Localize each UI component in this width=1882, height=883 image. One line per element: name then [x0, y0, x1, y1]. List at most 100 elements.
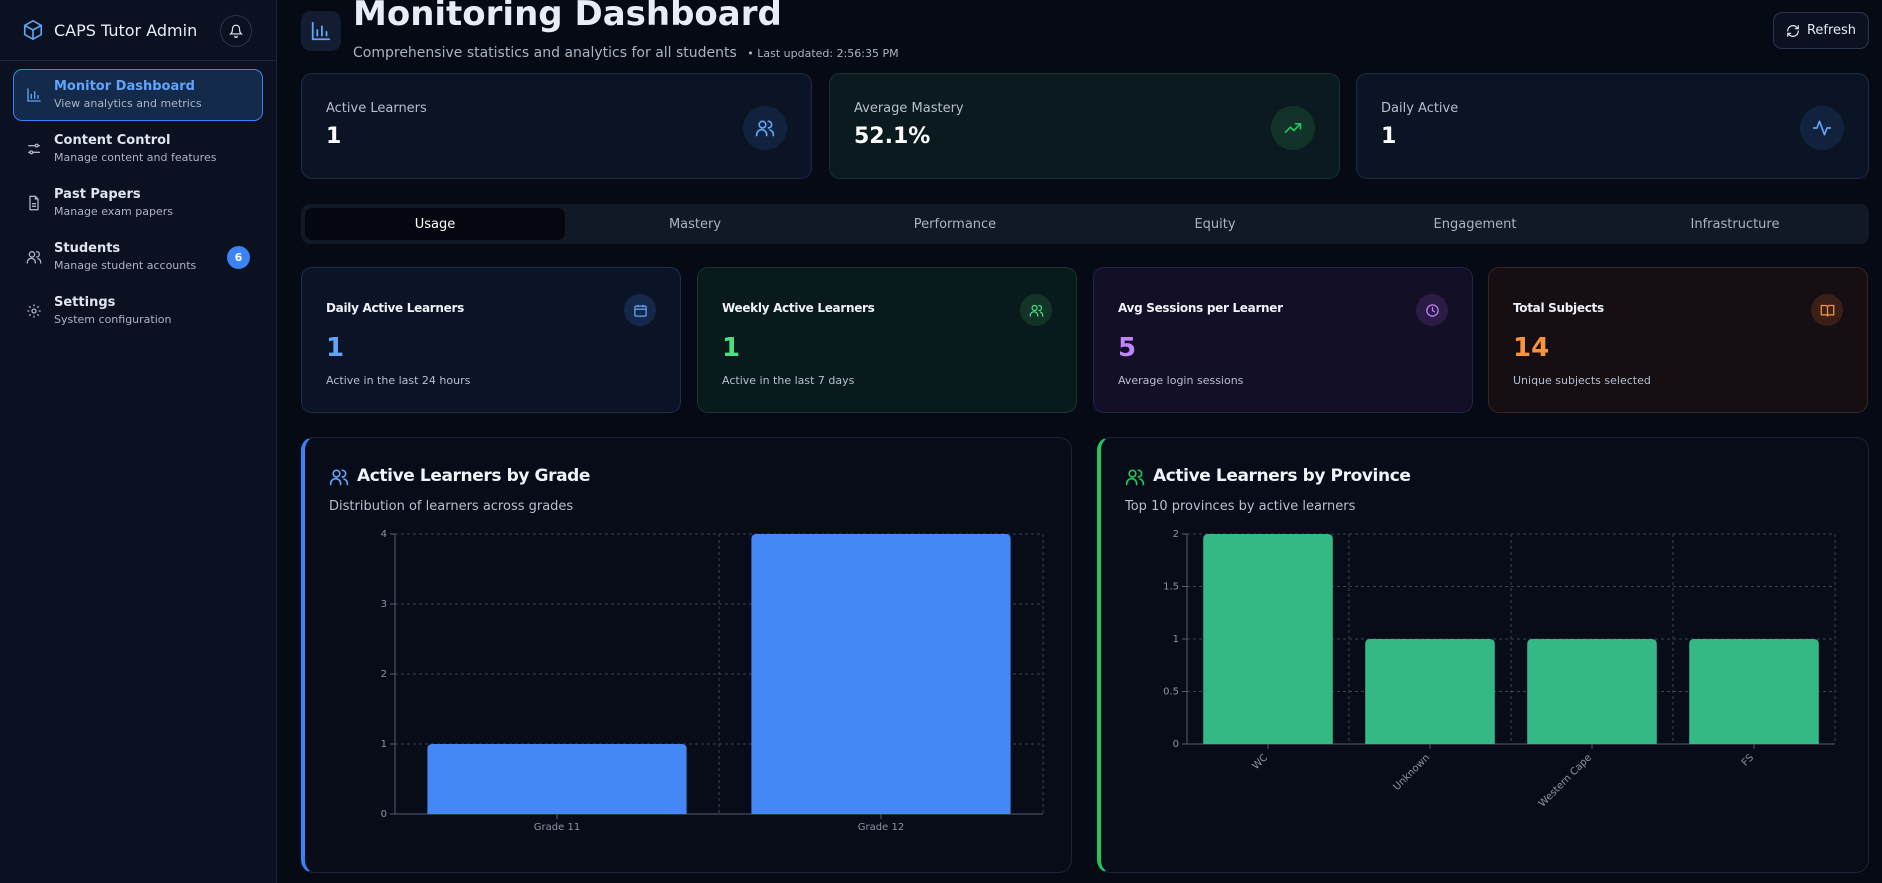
kpi-value: 1 — [1381, 124, 1397, 149]
x-tick-label: WC — [1250, 752, 1270, 772]
bar — [427, 744, 687, 814]
metric-subtext: Active in the last 24 hours — [326, 374, 471, 387]
x-tick-label: Grade 12 — [858, 822, 904, 833]
tab-engagement[interactable]: Engagement — [1433, 216, 1517, 232]
metric-daily-active-learners: Daily Active Learners 1 Active in the la… — [301, 267, 681, 413]
panel-title: Active Learners by Province — [1153, 466, 1411, 486]
metric-avg-sessions: Avg Sessions per Learner 5 Average login… — [1093, 267, 1473, 413]
sliders-icon — [28, 143, 40, 155]
sidebar-item-sublabel: Manage exam papers — [54, 205, 173, 218]
users-icon — [329, 469, 349, 486]
metric-label: Daily Active Learners — [326, 301, 464, 315]
kpi-label: Active Learners — [326, 101, 427, 116]
users-icon — [1125, 469, 1145, 486]
panel-title: Active Learners by Grade — [357, 466, 591, 486]
sidebar-nav: Monitor Dashboard View analytics and met… — [0, 61, 276, 347]
metric-weekly-active-learners: Weekly Active Learners 1 Active in the l… — [697, 267, 1077, 413]
sidebar-item-settings[interactable]: Settings System configuration — [13, 285, 263, 337]
y-tick-label: 0 — [1173, 739, 1179, 750]
brand: CAPS Tutor Admin — [0, 0, 276, 61]
y-tick-label: 1.5 — [1163, 582, 1179, 593]
metric-label: Weekly Active Learners — [722, 301, 875, 315]
bar — [1689, 639, 1819, 744]
subtitle-text: Comprehensive statistics and analytics f… — [353, 45, 737, 61]
bar-chart-icon — [27, 88, 41, 102]
sidebar-item-label: Past Papers — [54, 187, 141, 202]
kpi-value: 1 — [326, 124, 342, 149]
tab-mastery[interactable]: Mastery — [668, 216, 722, 232]
y-tick-label: 2 — [1173, 529, 1179, 540]
kpi-active-learners: Active Learners 1 — [301, 73, 812, 179]
tab-usage[interactable]: Usage — [305, 208, 565, 240]
kpi-label: Daily Active — [1381, 101, 1459, 116]
grade-bar-chart: 0 1 2 3 4 Grade 11 Grade 12 — [381, 529, 1044, 833]
metric-subtext: Active in the last 7 days — [722, 374, 855, 387]
notifications-button[interactable] — [220, 15, 252, 47]
metric-value: 1 — [326, 333, 345, 363]
app-title: CAPS Tutor Admin — [54, 20, 198, 40]
dashboard-header-icon — [301, 11, 341, 51]
clock-icon — [1416, 294, 1448, 326]
page-title: Monitoring Dashboard — [353, 0, 782, 34]
users-icon — [26, 251, 42, 264]
calendar-icon — [624, 294, 656, 326]
metric-label: Total Subjects — [1513, 301, 1604, 315]
metric-subtext: Unique subjects selected — [1513, 374, 1651, 387]
tab-infrastructure[interactable]: Infrastructure — [1690, 216, 1780, 232]
page-subtitle: Comprehensive statistics and analytics f… — [353, 45, 899, 61]
sidebar-item-monitor-dashboard[interactable]: Monitor Dashboard View analytics and met… — [13, 69, 263, 121]
metric-value: 14 — [1513, 333, 1550, 363]
tab-performance[interactable]: Performance — [913, 216, 997, 232]
sidebar-item-label: Content Control — [54, 133, 171, 148]
y-tick-label: 2 — [381, 669, 387, 680]
x-tick-label: Unknown — [1392, 752, 1433, 793]
bar — [751, 534, 1011, 814]
kpi-average-mastery: Average Mastery 52.1% — [829, 73, 1340, 179]
metric-label: Avg Sessions per Learner — [1118, 301, 1283, 315]
bar — [1527, 639, 1657, 744]
dashboard-tabs: Usage Mastery Performance Equity Engagem… — [301, 204, 1869, 244]
gear-icon — [27, 304, 41, 318]
sidebar-item-sublabel: Manage content and features — [54, 151, 217, 164]
bar-chart-icon — [311, 21, 331, 41]
bar — [1365, 639, 1495, 744]
refresh-button[interactable]: Refresh — [1773, 12, 1869, 49]
trending-up-icon — [1271, 106, 1315, 150]
sidebar-item-sublabel: Manage student accounts — [54, 259, 197, 272]
sidebar: CAPS Tutor Admin Monitor Dashboard View … — [0, 0, 277, 883]
kpi-daily-active: Daily Active 1 — [1356, 73, 1869, 179]
sidebar-item-sublabel: System configuration — [54, 313, 172, 326]
panel-subtitle: Distribution of learners across grades — [329, 499, 574, 514]
grade-chart-panel: Active Learners by Grade Distribution of… — [301, 437, 1072, 873]
sidebar-item-past-papers[interactable]: Past Papers Manage exam papers — [13, 177, 263, 229]
activity-icon — [1800, 106, 1844, 150]
province-bar-chart: 0 0.5 1 1.5 2 WC Unknown Western Cape FS — [1163, 529, 1836, 809]
refresh-label: Refresh — [1806, 23, 1857, 38]
sidebar-item-label: Students — [54, 241, 121, 256]
sidebar-item-sublabel: View analytics and metrics — [54, 97, 202, 110]
y-tick-label: 3 — [381, 599, 387, 610]
file-text-icon — [29, 195, 39, 211]
x-tick-label: FS — [1740, 752, 1756, 768]
y-tick-label: 4 — [381, 529, 387, 540]
metric-value: 5 — [1118, 333, 1137, 363]
metric-subtext: Average login sessions — [1118, 374, 1244, 387]
users-icon — [743, 106, 787, 150]
cube-icon — [23, 20, 43, 40]
users-icon — [1020, 294, 1052, 326]
sidebar-item-label: Settings — [54, 295, 116, 310]
y-tick-label: 0 — [381, 809, 387, 820]
students-count-badge: 6 — [227, 246, 250, 269]
metric-total-subjects: Total Subjects 14 Unique subjects select… — [1488, 267, 1868, 413]
x-tick-label: Grade 11 — [534, 822, 580, 833]
y-tick-label: 1 — [381, 739, 387, 750]
sidebar-item-label: Monitor Dashboard — [54, 79, 195, 94]
book-icon — [1811, 294, 1843, 326]
tab-equity[interactable]: Equity — [1194, 216, 1236, 232]
bell-icon — [229, 24, 243, 38]
sidebar-item-students[interactable]: Students Manage student accounts 6 — [13, 231, 263, 283]
y-tick-label: 0.5 — [1163, 687, 1179, 698]
kpi-value: 52.1% — [854, 124, 931, 149]
y-tick-label: 1 — [1173, 634, 1179, 645]
sidebar-item-content-control[interactable]: Content Control Manage content and featu… — [13, 123, 263, 175]
